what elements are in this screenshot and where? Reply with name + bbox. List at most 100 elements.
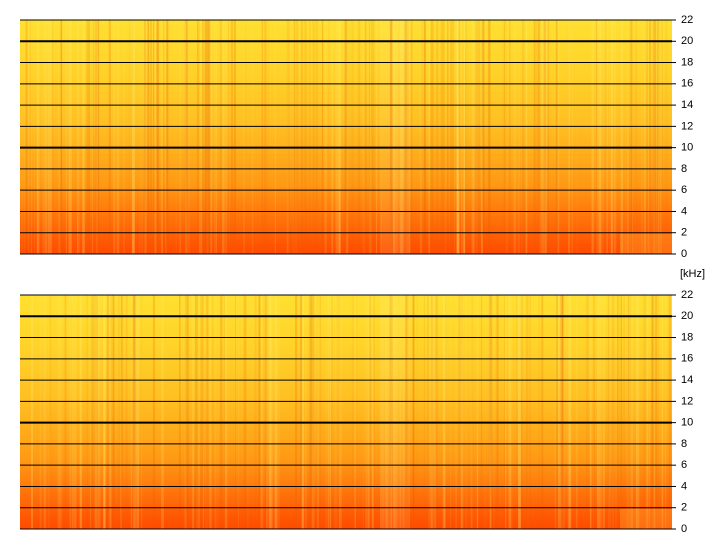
texture-stripe bbox=[602, 20, 604, 254]
texture-stripe bbox=[620, 295, 623, 529]
texture-stripe bbox=[460, 295, 464, 529]
texture-stripe bbox=[301, 295, 303, 529]
texture-stripe bbox=[502, 20, 504, 254]
texture-stripe bbox=[389, 295, 393, 529]
texture-stripe bbox=[504, 20, 507, 254]
texture-stripe bbox=[199, 20, 203, 254]
texture-stripe bbox=[200, 295, 202, 529]
texture-stripe bbox=[69, 20, 72, 254]
texture-stripe bbox=[74, 295, 77, 529]
y-tick-label: 22 bbox=[681, 289, 693, 301]
texture-stripe bbox=[39, 295, 42, 529]
texture-stripe bbox=[647, 20, 649, 254]
texture-stripe bbox=[626, 295, 630, 529]
texture-stripe bbox=[521, 20, 523, 254]
texture-stripe bbox=[357, 20, 361, 254]
texture-stripe bbox=[598, 20, 601, 254]
texture-stripe bbox=[628, 295, 632, 529]
texture-stripe bbox=[665, 295, 666, 529]
texture-stripe bbox=[152, 295, 156, 529]
texture-stripe bbox=[463, 20, 466, 254]
texture-stripe bbox=[210, 20, 213, 254]
texture-stripe bbox=[504, 295, 505, 529]
texture-stripe bbox=[188, 20, 190, 254]
texture-stripe bbox=[647, 20, 650, 254]
texture-stripe bbox=[277, 295, 280, 529]
texture-stripe bbox=[308, 20, 310, 254]
texture-stripe bbox=[411, 20, 413, 254]
texture-stripe bbox=[197, 20, 200, 254]
spectrogram-background bbox=[20, 20, 672, 254]
texture-stripe bbox=[567, 20, 569, 254]
texture-stripe bbox=[132, 20, 135, 254]
texture-stripe bbox=[132, 295, 135, 529]
texture-stripe bbox=[262, 295, 265, 529]
texture-stripe bbox=[205, 20, 209, 254]
texture-stripe bbox=[599, 295, 602, 529]
texture-stripe bbox=[322, 20, 324, 254]
texture-stripe bbox=[455, 295, 457, 529]
texture-stripe bbox=[79, 295, 82, 529]
y-tick-label: 18 bbox=[681, 331, 693, 343]
texture-stripe bbox=[589, 295, 592, 529]
texture-stripe bbox=[618, 295, 621, 529]
texture-stripe bbox=[629, 20, 633, 254]
texture-stripe bbox=[497, 295, 499, 529]
texture-region bbox=[620, 234, 672, 254]
texture-stripe bbox=[653, 295, 656, 529]
texture-stripe bbox=[88, 20, 91, 254]
y-tick-label: 16 bbox=[681, 78, 693, 90]
texture-stripe bbox=[68, 20, 71, 254]
texture-stripe bbox=[254, 295, 257, 529]
texture-stripe bbox=[391, 20, 394, 254]
texture-stripe bbox=[538, 295, 540, 529]
texture-stripe bbox=[610, 20, 613, 254]
texture-stripe bbox=[557, 295, 560, 529]
texture-stripe bbox=[309, 295, 312, 529]
texture-stripe bbox=[386, 295, 390, 529]
texture-stripe bbox=[300, 295, 302, 529]
texture-stripe bbox=[390, 20, 393, 254]
texture-stripe bbox=[372, 295, 375, 529]
texture-stripe bbox=[617, 295, 619, 529]
texture-stripe bbox=[44, 20, 48, 254]
texture-stripe bbox=[511, 295, 513, 529]
texture-stripe bbox=[427, 295, 429, 529]
texture-stripe bbox=[562, 295, 564, 529]
texture-stripe bbox=[23, 20, 26, 254]
texture-stripe bbox=[513, 20, 517, 254]
texture-stripe bbox=[410, 20, 413, 254]
texture-stripe bbox=[405, 20, 407, 254]
texture-stripe bbox=[348, 20, 350, 254]
texture-stripe bbox=[365, 295, 367, 529]
texture-stripe bbox=[216, 295, 219, 529]
texture-stripe bbox=[31, 295, 33, 529]
texture-stripe bbox=[235, 295, 237, 529]
texture-stripe bbox=[324, 20, 327, 254]
texture-stripe bbox=[437, 295, 438, 529]
texture-stripe bbox=[175, 20, 177, 254]
texture-stripe bbox=[613, 20, 616, 254]
texture-stripe bbox=[504, 20, 505, 254]
texture-stripe bbox=[399, 295, 401, 529]
texture-stripe bbox=[543, 20, 546, 254]
texture-stripe bbox=[51, 20, 54, 254]
texture-stripe bbox=[133, 295, 136, 529]
texture-stripe bbox=[408, 20, 411, 254]
y-tick-label: 4 bbox=[681, 205, 687, 217]
texture-stripe bbox=[198, 295, 201, 529]
texture-stripe bbox=[656, 20, 657, 254]
texture-stripe bbox=[465, 295, 467, 529]
texture-stripe bbox=[60, 20, 63, 254]
texture-stripe bbox=[364, 20, 367, 254]
texture-stripe bbox=[338, 20, 340, 254]
texture-stripe bbox=[312, 20, 315, 254]
texture-stripe bbox=[141, 295, 143, 529]
texture-stripe bbox=[113, 295, 115, 529]
texture-stripe bbox=[610, 20, 613, 254]
texture-stripe bbox=[608, 295, 612, 529]
texture-stripe bbox=[643, 20, 647, 254]
texture-stripe bbox=[69, 295, 72, 529]
texture-stripe bbox=[368, 20, 370, 254]
texture-stripe bbox=[615, 295, 618, 529]
